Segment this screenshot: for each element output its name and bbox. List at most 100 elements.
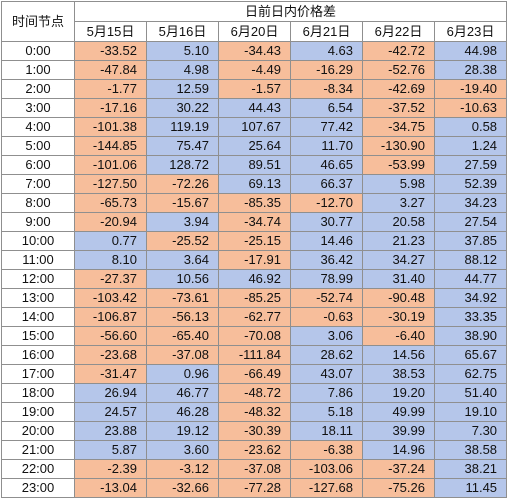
value-cell: -23.68 [74,345,147,365]
time-cell: 0:00 [1,41,75,61]
value-cell: -4.49 [218,60,291,80]
value-cell: -30.39 [218,421,291,441]
value-cell: -15.67 [146,193,219,213]
value-cell: 8.10 [74,250,147,270]
value-cell: -52.76 [362,60,435,80]
value-cell: 14.56 [362,345,435,365]
value-cell: -23.62 [218,440,291,460]
time-cell: 17:00 [1,364,75,384]
table-row: 13:00 -103.42 -73.61 -85.25 -52.74 -90.48 34.9… [1,288,508,308]
value-cell: -3.12 [146,459,219,479]
time-cell: 8:00 [1,193,75,213]
time-cell: 4:00 [1,117,75,137]
value-cell: -127.68 [290,478,363,498]
value-cell: 43.07 [290,364,363,384]
time-cell: 1:00 [1,60,75,80]
value-cell: 30.22 [146,98,219,118]
value-cell: -73.61 [146,288,219,308]
value-cell: 28.62 [290,345,363,365]
table-row: 23:00 -13.04 -32.66 -77.28 -127.68 -75.26 11.4… [1,478,508,498]
table-row: 22:00 -2.39 -3.12 -37.08 -103.06 -37.24 38.21 [1,459,508,479]
value-cell: -130.90 [362,136,435,156]
value-cell: 12.59 [146,79,219,99]
value-cell: 18.11 [290,421,363,441]
value-cell: -37.08 [218,459,291,479]
value-cell: -56.13 [146,307,219,327]
value-cell: -75.26 [362,478,435,498]
table-row: 19:00 24.57 46.28 -48.32 5.18 49.99 19.10 [1,402,508,422]
value-cell: -34.74 [218,212,291,232]
value-cell: -53.99 [362,155,435,175]
value-cell: -37.24 [362,459,435,479]
value-cell: 0.96 [146,364,219,384]
header-row-group: 时间节点 日前日内价格差 [1,1,508,42]
date-header: 6月21日 [290,21,363,42]
value-cell: 5.87 [74,440,147,460]
value-cell: 5.10 [146,41,219,61]
value-cell: -0.63 [290,307,363,327]
value-cell: -65.40 [146,326,219,346]
value-cell: 31.40 [362,269,435,289]
value-cell: -31.47 [74,364,147,384]
value-cell: -48.72 [218,383,291,403]
value-cell: 107.67 [218,117,291,137]
time-cell: 9:00 [1,212,75,232]
value-cell: -1.57 [218,79,291,99]
value-cell: 46.77 [146,383,219,403]
time-cell: 23:00 [1,478,75,498]
value-cell: 34.27 [362,250,435,270]
value-cell: 7.86 [290,383,363,403]
table-row: 17:00 -31.47 0.96 -66.49 43.07 38.53 62.75 [1,364,508,384]
value-cell: 33.35 [433,307,508,327]
value-cell: 62.75 [433,364,508,384]
value-cell: 27.59 [433,155,508,175]
value-cell: 37.85 [433,231,508,251]
value-cell: 19.10 [433,402,508,422]
value-cell: 20.58 [362,212,435,232]
value-cell: -8.34 [290,79,363,99]
time-cell: 5:00 [1,136,75,156]
table-row: 18:00 26.94 46.77 -48.72 7.86 19.20 51.40 [1,383,508,403]
value-cell: -19.40 [433,79,508,99]
value-cell: 3.06 [290,326,363,346]
value-cell: -34.75 [362,117,435,137]
time-cell: 12:00 [1,269,75,289]
value-cell: -27.37 [74,269,147,289]
value-cell: -37.08 [146,345,219,365]
table-row: 15:00 -56.60 -65.40 -70.08 3.06 -6.40 38.90 [1,326,508,346]
value-cell: 23.88 [74,421,147,441]
time-cell: 16:00 [1,345,75,365]
value-cell: 1.24 [433,136,508,156]
value-cell: -90.48 [362,288,435,308]
value-cell: -85.25 [218,288,291,308]
date-header: 5月15日 [74,21,147,42]
value-cell: 88.12 [433,250,508,270]
value-cell: 11.45 [433,478,508,498]
value-cell: 38.90 [433,326,508,346]
time-cell: 18:00 [1,383,75,403]
value-cell: 3.60 [146,440,219,460]
value-cell: -77.28 [218,478,291,498]
value-cell: 10.56 [146,269,219,289]
value-cell: 38.21 [433,459,508,479]
value-cell: -32.66 [146,478,219,498]
value-cell: 44.77 [433,269,508,289]
time-cell: 15:00 [1,326,75,346]
time-cell: 22:00 [1,459,75,479]
value-cell: -111.84 [218,345,291,365]
value-cell: 46.92 [218,269,291,289]
value-cell: -62.77 [218,307,291,327]
value-cell: 38.58 [433,440,508,460]
value-cell: -56.60 [74,326,147,346]
time-cell: 11:00 [1,250,75,270]
date-header: 6月23日 [433,21,508,42]
value-cell: 4.98 [146,60,219,80]
time-cell: 21:00 [1,440,75,460]
value-cell: 25.64 [218,136,291,156]
table-row: 21:00 5.87 3.60 -23.62 -6.38 14.96 38.58 [1,440,508,460]
value-cell: -1.77 [74,79,147,99]
value-cell: -30.19 [362,307,435,327]
table-row: 2:00 -1.77 12.59 -1.57 -8.34 -42.69 -19.40 [1,79,508,99]
